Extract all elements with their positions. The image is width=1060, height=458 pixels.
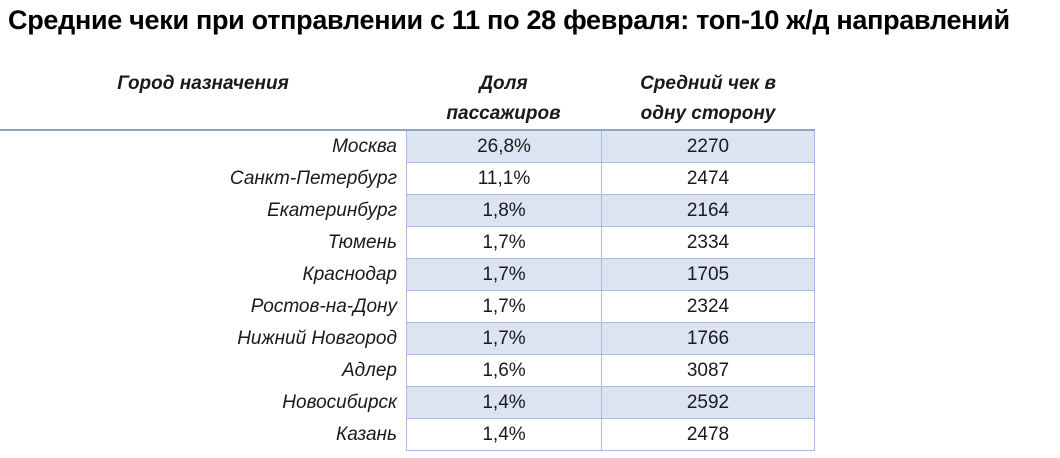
share-cell: 1,4% — [406, 387, 601, 419]
avg-check-cell: 2478 — [601, 419, 815, 451]
table-row: Ростов-на-Дону 1,7% 2324 — [0, 291, 815, 323]
avg-check-cell: 1705 — [601, 259, 815, 291]
table-row: Тюмень 1,7% 2334 — [0, 227, 815, 259]
table-row: Нижний Новгород 1,7% 1766 — [0, 323, 815, 355]
avg-check-cell: 2164 — [601, 195, 815, 227]
share-cell: 11,1% — [406, 163, 601, 195]
column-header-city-line1: Город назначения — [117, 73, 289, 94]
share-cell: 1,7% — [406, 227, 601, 259]
city-cell: Казань — [336, 424, 397, 445]
column-header-share-line1: Доля — [479, 73, 528, 94]
avg-check-cell: 2592 — [601, 387, 815, 419]
table-row: Москва 26,8% 2270 — [0, 131, 815, 163]
avg-check-cell: 2270 — [601, 131, 815, 163]
share-cell: 1,7% — [406, 291, 601, 323]
avg-check-cell: 3087 — [601, 355, 815, 387]
column-header-share-line2: пассажиров — [446, 103, 561, 124]
city-cell: Краснодар — [302, 264, 398, 285]
column-header-share: Доля пассажиров — [406, 66, 601, 129]
table-header-row: Город назначения Доля пассажиров Средний… — [0, 66, 815, 129]
column-header-avg-check-line2: одну сторону — [640, 103, 776, 124]
share-cell: 1,7% — [406, 323, 601, 355]
city-cell: Санкт-Петербург — [229, 168, 397, 189]
share-cell: 1,7% — [406, 259, 601, 291]
city-cell: Тюмень — [327, 232, 397, 253]
city-cell: Москва — [332, 136, 397, 157]
city-cell: Ростов-на-Дону — [250, 296, 397, 317]
table-row: Санкт-Петербург 11,1% 2474 — [0, 163, 815, 195]
avg-check-cell: 2474 — [601, 163, 815, 195]
table-row: Екатеринбург 1,8% 2164 — [0, 195, 815, 227]
column-header-avg-check-line1: Средний чек в — [640, 73, 776, 94]
column-header-avg-check: Средний чек в одну сторону — [601, 66, 815, 129]
share-cell: 1,8% — [406, 195, 601, 227]
city-cell: Нижний Новгород — [237, 328, 397, 349]
share-cell: 1,6% — [406, 355, 601, 387]
share-cell: 26,8% — [406, 131, 601, 163]
table-row: Казань 1,4% 2478 — [0, 419, 815, 451]
avg-check-cell: 2334 — [601, 227, 815, 259]
table-row: Новосибирск 1,4% 2592 — [0, 387, 815, 419]
city-cell: Адлер — [341, 360, 397, 381]
city-cell: Екатеринбург — [267, 200, 397, 221]
header-underline — [0, 129, 815, 131]
share-cell: 1,4% — [406, 419, 601, 451]
column-header-city: Город назначения — [0, 66, 406, 129]
avg-check-cell: 1766 — [601, 323, 815, 355]
table-row: Адлер 1,6% 3087 — [0, 355, 815, 387]
table-row: Краснодар 1,7% 1705 — [0, 259, 815, 291]
city-cell: Новосибирск — [282, 392, 397, 413]
page-title: Средние чеки при отправлении с 11 по 28 … — [8, 5, 1010, 35]
table-body: Москва 26,8% 2270 Санкт-Петербург 11,1% … — [0, 131, 815, 451]
avg-check-cell: 2324 — [601, 291, 815, 323]
